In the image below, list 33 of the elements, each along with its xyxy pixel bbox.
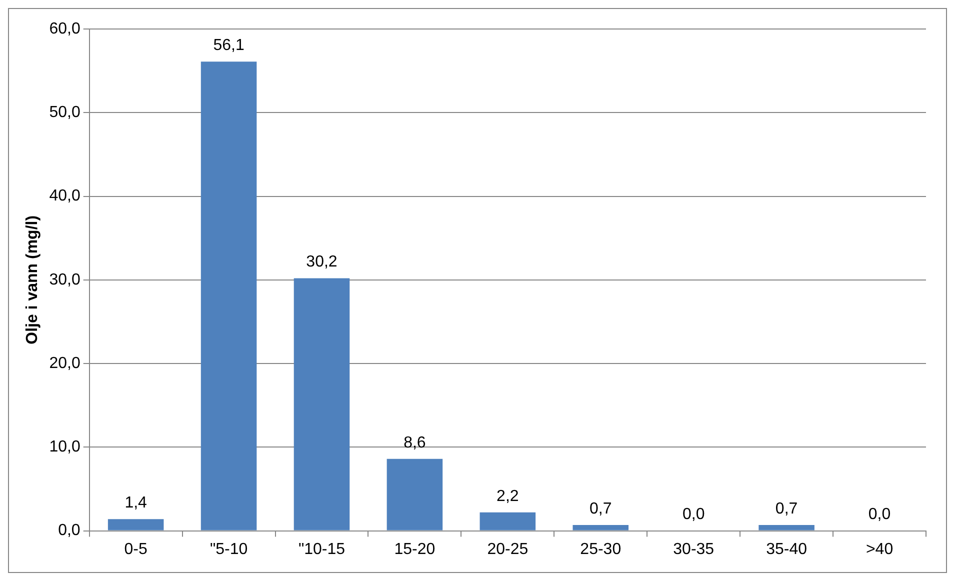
y-tick-label: 0,0 bbox=[58, 522, 80, 540]
data-label: 0,0 bbox=[868, 506, 891, 524]
y-tick-label: 30,0 bbox=[49, 271, 80, 288]
data-label: 30,2 bbox=[306, 254, 338, 271]
bar bbox=[386, 458, 443, 530]
bar bbox=[294, 278, 350, 530]
bar bbox=[480, 512, 536, 530]
x-tick-label: 25-30 bbox=[580, 540, 622, 558]
bar bbox=[108, 519, 164, 530]
x-tick-label: >40 bbox=[866, 540, 894, 558]
y-tick-label: 60,0 bbox=[49, 20, 80, 38]
bar bbox=[758, 524, 814, 530]
data-label: 56,1 bbox=[213, 37, 244, 54]
x-tick-label: "10-15 bbox=[298, 540, 346, 558]
data-label: 0,7 bbox=[590, 500, 612, 518]
x-tick-label: 20-25 bbox=[487, 540, 528, 558]
data-label: 8,6 bbox=[404, 434, 426, 452]
y-axis-title: Olje i vann (mg/l) bbox=[24, 215, 42, 344]
data-label: 0,7 bbox=[775, 500, 798, 518]
data-label: 0,0 bbox=[682, 506, 705, 524]
y-tick-label: 10,0 bbox=[49, 438, 80, 456]
x-tick-label: "5-10 bbox=[210, 540, 248, 558]
data-label: 1,4 bbox=[124, 494, 148, 512]
y-tick-label: 50,0 bbox=[49, 104, 80, 122]
bar bbox=[572, 524, 629, 530]
y-tick-label: 40,0 bbox=[49, 188, 80, 205]
y-tick-label: 20,0 bbox=[49, 354, 80, 372]
x-tick-label: 15-20 bbox=[394, 540, 436, 558]
data-label: 2,2 bbox=[496, 488, 519, 505]
x-tick-label: 35-40 bbox=[766, 540, 808, 558]
bar bbox=[200, 62, 257, 530]
x-tick-label: 30-35 bbox=[673, 540, 714, 558]
x-tick-label: 0-5 bbox=[124, 540, 148, 558]
